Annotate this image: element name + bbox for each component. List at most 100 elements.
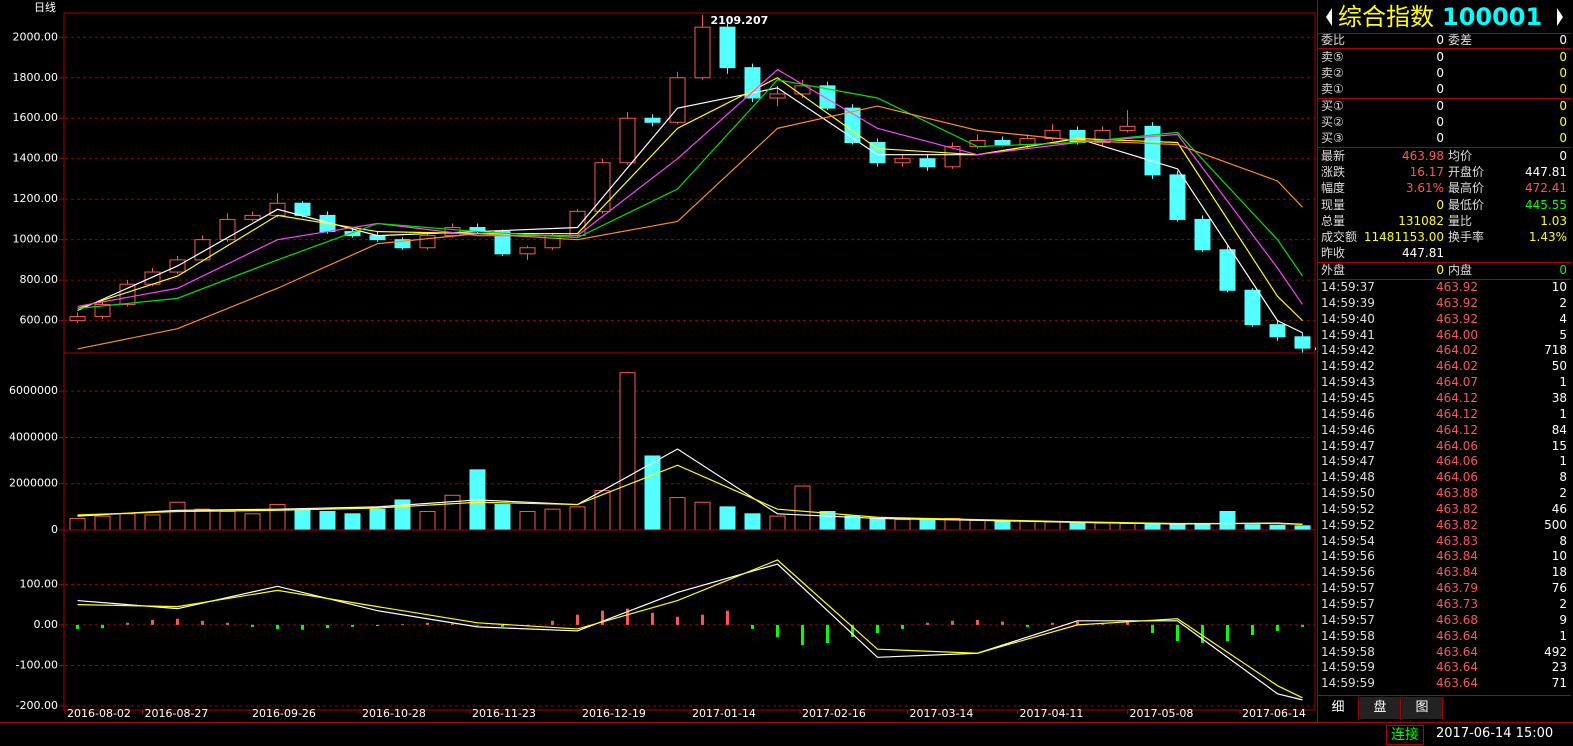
volume-bar xyxy=(369,508,386,531)
quote-panel: 综合指数 100001 委比 0 委差 0 卖⑤ 0 0 卖② 0 0 卖① 0 0 买① 0 0 买② 0 0 买③… xyxy=(1317,0,1571,722)
status-bar: 连接 2017-06-14 15:00 xyxy=(0,722,1573,746)
quote-label: 卖② xyxy=(1321,66,1344,81)
quote-label: 买② xyxy=(1321,115,1344,130)
ma-line xyxy=(77,77,1303,322)
volume-bar xyxy=(144,514,161,531)
quote-label: 量比 xyxy=(1448,213,1473,228)
quote-value: 463.98 xyxy=(1402,149,1444,163)
y-tick-label: 800.00 xyxy=(20,273,59,286)
tab[interactable]: 盘 xyxy=(1360,697,1401,719)
volume-bar xyxy=(544,508,561,531)
tab[interactable]: 细 xyxy=(1318,697,1359,719)
volume-bar xyxy=(1294,525,1311,531)
trade-volume: 71 xyxy=(1551,676,1567,691)
connection[interactable]: 连接 xyxy=(1386,725,1424,745)
trade-price: 464.02 xyxy=(1436,343,1478,358)
y-tick-label: 1400.00 xyxy=(13,152,59,165)
quote-label: 委比 xyxy=(1321,33,1346,47)
candle-body xyxy=(1119,125,1136,131)
quote-label: 幅度 xyxy=(1321,181,1346,196)
trade-price: 463.64 xyxy=(1436,676,1478,691)
prev-arrow[interactable] xyxy=(1326,8,1332,26)
quote-label: 均价 xyxy=(1448,149,1473,163)
quote-value: 0 xyxy=(1436,197,1444,212)
trade-price: 463.82 xyxy=(1436,517,1478,532)
trade-volume: 500 xyxy=(1544,517,1567,532)
volume-bar xyxy=(269,504,286,531)
candle-body xyxy=(819,85,836,109)
candle-body xyxy=(244,214,261,220)
candle-body xyxy=(1194,218,1211,251)
y-tick-label: -200.00 xyxy=(16,699,58,712)
candle-body xyxy=(869,142,886,164)
trade-time: 14:59:57 xyxy=(1321,612,1375,627)
volume-bar xyxy=(319,510,336,531)
volume-bar xyxy=(869,517,886,531)
volume-bar xyxy=(919,518,936,531)
quote-label: 涨跌 xyxy=(1321,165,1346,180)
ma-line xyxy=(77,448,1303,525)
quote-value: 447.81 xyxy=(1525,165,1567,180)
trade-price: 464.12 xyxy=(1436,406,1478,421)
trade-volume: 76 xyxy=(1551,581,1567,596)
ma-line xyxy=(77,87,1303,334)
tab[interactable]: 图 xyxy=(1402,697,1443,719)
quote-label: 现量 xyxy=(1321,197,1346,212)
trade-time: 14:59:45 xyxy=(1321,390,1375,405)
quote-label: 卖⑤ xyxy=(1321,50,1344,64)
quote-value: 0 xyxy=(1436,99,1444,113)
trade-time: 14:59:57 xyxy=(1321,597,1375,611)
trade-time: 14:59:41 xyxy=(1321,327,1375,342)
trade-time: 14:59:47 xyxy=(1321,438,1375,453)
trade-time: 14:59:40 xyxy=(1321,311,1375,326)
next-arrow[interactable] xyxy=(1557,8,1563,26)
volume-bar xyxy=(1094,522,1111,531)
quote-value: 0 xyxy=(1559,149,1567,163)
quote-value: 445.55 xyxy=(1525,197,1567,212)
trade-time: 14:59:56 xyxy=(1321,549,1375,564)
volume-bar xyxy=(419,510,436,531)
x-tick-label: 2017-01-14 xyxy=(692,707,756,720)
volume-bar xyxy=(169,501,186,531)
trade-volume: 15 xyxy=(1551,438,1567,453)
trade-price: 463.88 xyxy=(1436,486,1478,501)
trade-volume: 2 xyxy=(1559,295,1567,310)
volume-bar xyxy=(219,510,236,531)
trade-price: 463.64 xyxy=(1436,660,1478,675)
candle-body xyxy=(69,316,86,322)
candle-body xyxy=(769,93,786,99)
candle-body xyxy=(369,235,386,241)
volume-bar xyxy=(644,455,661,531)
volume-bar xyxy=(344,513,361,531)
trade-time: 14:59:48 xyxy=(1321,470,1375,485)
panel-frame xyxy=(63,12,1316,354)
trade-time: 14:59:46 xyxy=(1321,422,1375,437)
quote-value: 0 xyxy=(1559,263,1567,277)
candle-body xyxy=(494,231,511,255)
panel-frame xyxy=(63,352,1316,531)
trade-volume: 23 xyxy=(1551,660,1567,675)
trade-price: 463.82 xyxy=(1436,501,1478,516)
quote-value: 0 xyxy=(1559,115,1567,130)
volume-bar xyxy=(1169,523,1186,531)
separator xyxy=(1318,98,1571,99)
trade-time: 14:59:52 xyxy=(1321,501,1375,516)
y-tick-label: 1000.00 xyxy=(13,233,59,246)
trade-volume: 4 xyxy=(1559,311,1567,326)
trade-time: 14:59:42 xyxy=(1321,343,1375,358)
trade-volume: 84 xyxy=(1551,422,1567,437)
quote-value: 0 xyxy=(1559,99,1567,113)
y-tick-label: 2000000 xyxy=(9,477,58,490)
high-annotation: 2109.207 xyxy=(711,14,769,27)
volume-bar xyxy=(494,504,511,531)
candle-body xyxy=(519,247,536,255)
trade-volume: 10 xyxy=(1551,280,1567,294)
trade-price: 463.64 xyxy=(1436,644,1478,659)
volume-bar xyxy=(1069,521,1086,531)
trade-time: 14:59:54 xyxy=(1321,533,1375,548)
x-tick-label: 2016-11-23 xyxy=(472,707,536,720)
candle-body xyxy=(1269,324,1286,338)
volume-bar xyxy=(1219,510,1236,531)
ma-line xyxy=(77,68,1303,308)
y-tick-label: 4000000 xyxy=(9,430,58,443)
